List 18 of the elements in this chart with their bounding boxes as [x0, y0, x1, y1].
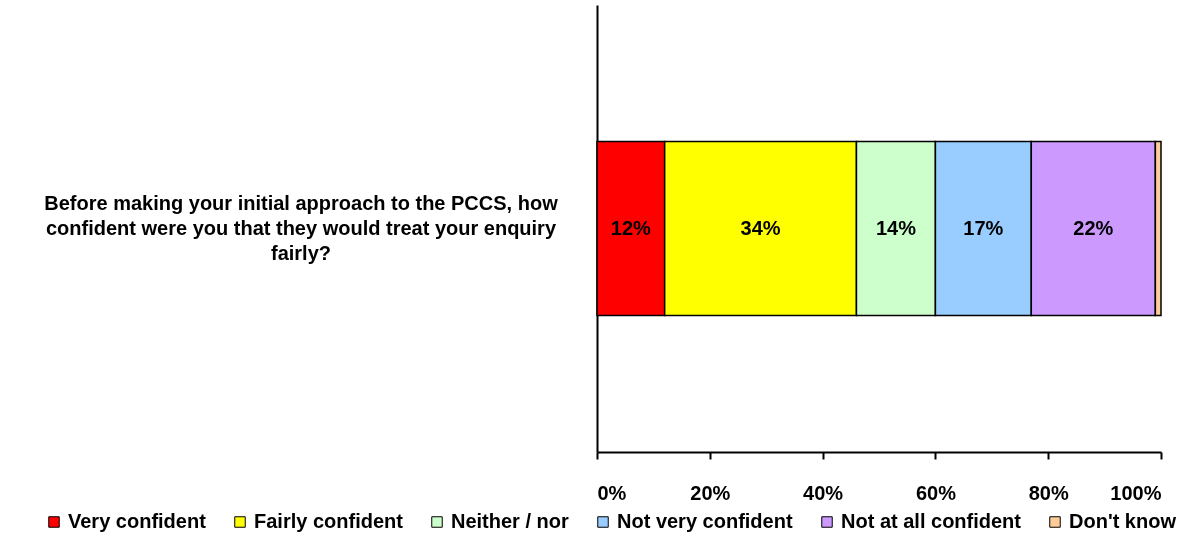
legend-label: Not at all confident: [841, 510, 1022, 532]
data-label: 12%: [610, 216, 652, 239]
x-tick-label: 20%: [690, 481, 731, 504]
y-tick-label: Before making your initial approach to the PCCS, how confident were you that they would treat your enquiry fairly?: [44, 191, 559, 264]
x-tick-label: 80%: [1028, 481, 1069, 504]
legend-label: Fairly confident: [254, 510, 404, 532]
data-label: 34%: [740, 216, 781, 239]
x-tick-label: 40%: [803, 481, 844, 504]
x-tick-label: 100%: [1110, 481, 1162, 504]
data-label: 22%: [1073, 216, 1114, 239]
x-tick-label: 60%: [915, 481, 957, 504]
legend-label: Very confident: [68, 510, 207, 532]
data-label: 17%: [963, 216, 1004, 239]
legend-label: Neither / nor: [451, 510, 570, 532]
x-tick-label: 0%: [597, 481, 627, 504]
legend-label: Not very confident: [617, 510, 793, 532]
legend-label: Don't know: [1069, 510, 1177, 532]
data-label: 14%: [875, 216, 917, 239]
